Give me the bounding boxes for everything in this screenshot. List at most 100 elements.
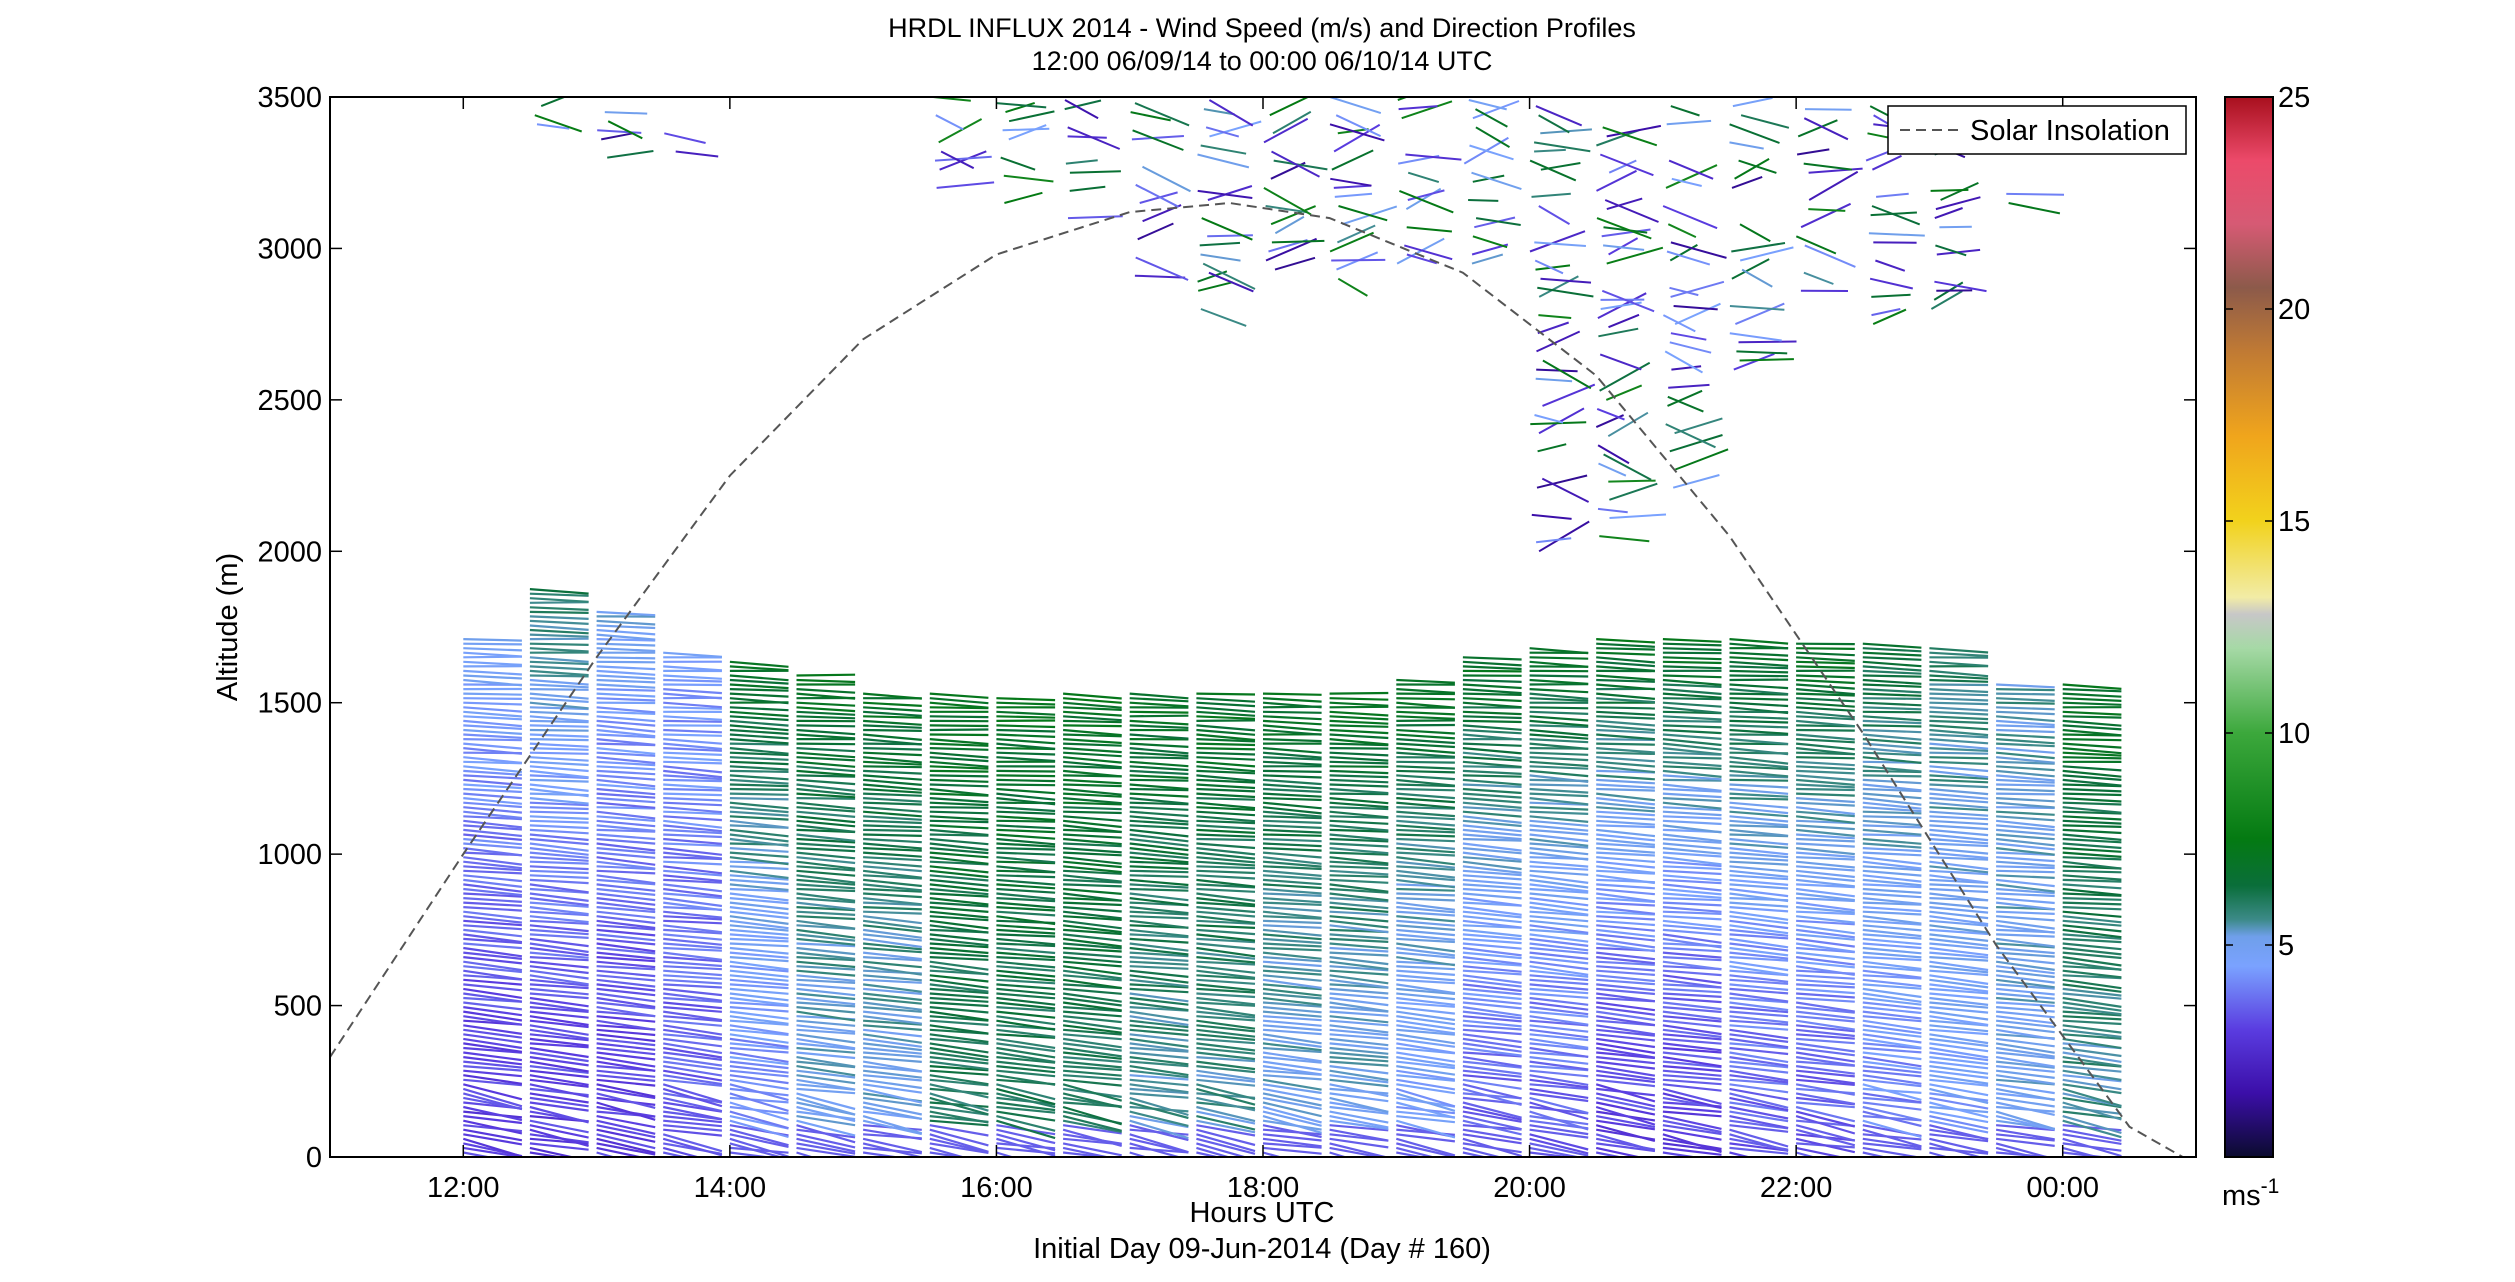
wind-barb xyxy=(663,728,722,734)
wind-barb xyxy=(1063,1065,1122,1072)
wind-barb xyxy=(1262,928,1322,937)
wind-barb xyxy=(529,933,589,939)
wind-barb xyxy=(1662,728,1722,735)
wind-barb xyxy=(996,1087,1056,1106)
wind-barb xyxy=(2062,797,2122,803)
wind-barb xyxy=(1729,919,1789,930)
wind-barb xyxy=(1129,1151,1149,1157)
wind-barb xyxy=(1795,1083,1855,1096)
wind-barb xyxy=(1929,660,1989,668)
wind-barb xyxy=(1862,1037,1922,1049)
wind-barb xyxy=(663,665,722,672)
wind-barb xyxy=(1929,892,1989,902)
wind-barb xyxy=(1596,647,1655,651)
wind-barb xyxy=(1662,978,1722,989)
wind-barb xyxy=(1329,856,1389,865)
wind-barb xyxy=(1929,724,1989,731)
wind-barb xyxy=(1729,1010,1789,1018)
wind-barb xyxy=(1929,937,1989,947)
wind-barb xyxy=(1995,1087,2055,1102)
wind-barb xyxy=(1662,1133,1722,1154)
wind-barb xyxy=(996,769,1056,773)
wind-barb xyxy=(1995,965,2055,975)
wind-barb-aloft xyxy=(1200,144,1247,155)
wind-barb xyxy=(1262,797,1322,802)
wind-barb xyxy=(1196,1042,1256,1052)
wind-barb xyxy=(1596,951,1656,961)
wind-barb xyxy=(1929,674,1989,680)
wind-barb xyxy=(1862,1060,1922,1071)
wind-barb-aloft xyxy=(1603,453,1652,481)
wind-barb-aloft xyxy=(1333,123,1381,153)
wind-barb-aloft xyxy=(1803,271,1834,285)
wind-barb xyxy=(796,728,856,736)
wind-barb xyxy=(1262,801,1322,810)
wind-barb xyxy=(1329,951,1389,957)
wind-barb xyxy=(1662,1010,1722,1021)
wind-barb xyxy=(1262,978,1322,990)
wind-barb xyxy=(1396,919,1455,927)
wind-barb-aloft xyxy=(1596,169,1637,192)
wind-barb xyxy=(1862,937,1922,946)
wind-barb xyxy=(929,897,989,906)
wind-barb xyxy=(1996,828,2055,836)
wind-barb xyxy=(729,874,789,881)
wind-barb xyxy=(1596,724,1655,732)
wind-barb xyxy=(1596,919,1655,927)
wind-barb xyxy=(1596,869,1655,875)
wind-barb xyxy=(663,987,723,997)
wind-barb xyxy=(1196,1046,1256,1055)
wind-barb xyxy=(529,674,589,678)
wind-barb xyxy=(1662,1124,1722,1136)
wind-barb xyxy=(463,638,522,642)
wind-barb-aloft xyxy=(1265,205,1309,214)
wind-barb xyxy=(1596,674,1655,681)
wind-barb xyxy=(529,1051,589,1063)
wind-barb-aloft xyxy=(1067,126,1121,150)
wind-barb xyxy=(1129,724,1189,729)
wind-barb xyxy=(596,1142,656,1156)
wind-barb xyxy=(1662,946,1722,953)
wind-barb xyxy=(2062,715,2122,719)
wind-barb-aloft xyxy=(1671,365,1702,371)
wind-barb xyxy=(529,969,589,980)
wind-barb xyxy=(862,1105,923,1121)
wind-barb xyxy=(1995,1146,2038,1157)
wind-barb xyxy=(1329,842,1389,848)
wind-barb xyxy=(929,842,989,852)
colorbar-tick-label: 20 xyxy=(2278,294,2310,326)
wind-barb xyxy=(1862,692,1922,697)
wind-barb xyxy=(529,837,589,846)
wind-barb xyxy=(1129,878,1189,887)
wind-barb xyxy=(1929,906,1989,914)
wind-barb-aloft xyxy=(1064,99,1099,120)
wind-barb xyxy=(596,769,656,776)
wind-barb xyxy=(1996,1124,2055,1132)
wind-barb xyxy=(529,983,589,990)
wind-barb xyxy=(463,928,523,938)
wind-barb xyxy=(729,996,789,1006)
wind-barb xyxy=(1862,897,1922,906)
wind-barb xyxy=(1995,769,2055,778)
wind-barb xyxy=(1729,1101,1789,1112)
wind-barb xyxy=(663,792,722,797)
wind-barb xyxy=(1462,733,1522,741)
wind-barb xyxy=(796,983,856,990)
wind-barb-aloft xyxy=(1538,520,1590,553)
wind-barb xyxy=(1329,960,1389,971)
wind-barb xyxy=(1196,978,1256,985)
wind-barb xyxy=(596,1006,656,1018)
wind-barb xyxy=(729,747,789,755)
wind-barb xyxy=(929,810,989,815)
wind-barb xyxy=(1329,719,1389,725)
wind-barb xyxy=(1262,892,1322,897)
wind-barb xyxy=(863,706,922,712)
wind-barb xyxy=(1929,688,1989,694)
wind-barb xyxy=(1196,942,1256,951)
wind-barb xyxy=(796,946,856,956)
wind-barb xyxy=(529,628,589,635)
wind-barb xyxy=(1662,719,1722,723)
y-tick-label: 3000 xyxy=(257,233,322,265)
wind-barb xyxy=(1262,783,1322,790)
wind-barb xyxy=(1529,756,1589,762)
